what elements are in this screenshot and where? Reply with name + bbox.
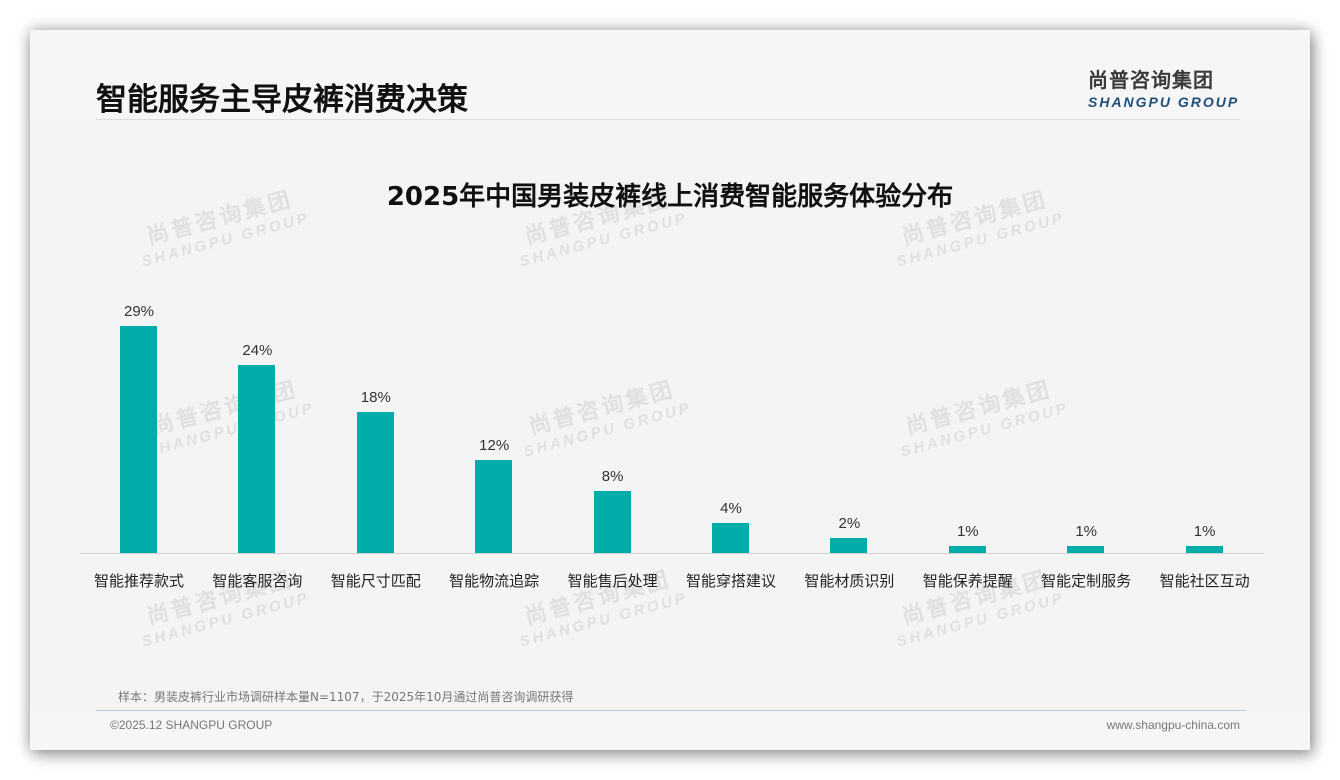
bar-group: 4%	[672, 280, 790, 554]
category-label: 智能尺寸匹配	[330, 572, 421, 590]
logo-cn-text: 尚普咨询集团	[1088, 68, 1214, 92]
slide: 尚普咨询集团 SHANGPU GROUP 尚普咨询集团 SHANGPU GROU…	[30, 30, 1310, 750]
bar-value-label: 8%	[601, 468, 624, 485]
header-band	[30, 30, 1310, 120]
bar-value-label: 29%	[123, 303, 155, 320]
category-label: 智能物流追踪	[449, 572, 540, 590]
bar-group: 2%	[790, 280, 908, 554]
bar	[475, 460, 513, 554]
title-divider	[96, 119, 1240, 120]
footer-divider	[96, 710, 1246, 711]
category-label: 智能定制服务	[1041, 572, 1132, 590]
chart-title: 2025年中国男装皮裤线上消费智能服务体验分布	[386, 182, 954, 212]
x-axis-line	[80, 553, 1264, 554]
bar	[1067, 546, 1105, 554]
copyright-text: ©2025.12 SHANGPU GROUP	[110, 718, 273, 732]
bar	[830, 538, 868, 554]
bar	[1185, 546, 1223, 554]
brand-logo: 尚普咨询集团 SHANGPU GROUP	[1088, 64, 1248, 110]
footer-band	[30, 711, 1310, 750]
bar	[712, 523, 749, 554]
bar-group: 1%	[909, 280, 1027, 554]
category-label: 智能售后处理	[567, 572, 658, 590]
category-label: 智能社区互动	[1159, 572, 1250, 590]
bar-value-label: 1%	[1075, 523, 1098, 540]
bar	[356, 412, 394, 554]
bar-group: 24%	[198, 280, 316, 554]
sample-note: 样本：男装皮裤行业市场调研样本量N=1107，于2025年10月通过尚普咨询调研…	[118, 690, 574, 704]
bar-group: 12%	[435, 280, 553, 554]
bar-group: 29%	[80, 280, 198, 554]
category-label: 智能穿搭建议	[685, 572, 776, 590]
bar-value-label: 4%	[720, 500, 742, 517]
page-title: 智能服务主导皮裤消费决策	[96, 82, 468, 118]
bar-group: 1%	[1146, 280, 1264, 554]
bar-value-label: 24%	[242, 342, 273, 359]
bar-value-label: 12%	[479, 437, 510, 454]
bar-value-label: 2%	[838, 515, 861, 532]
bar-value-label: 1%	[956, 523, 979, 540]
bar	[120, 326, 157, 554]
bar-group: 8%	[554, 280, 672, 554]
category-label: 智能推荐款式	[93, 572, 184, 590]
website-link[interactable]: www.shangpu-china.com	[1106, 718, 1240, 732]
logo-en-text: SHANGPU GROUP	[1088, 94, 1240, 110]
bar	[948, 546, 986, 554]
bar-value-label: 18%	[360, 389, 391, 406]
bar-chart-plot: 29% 24% 18% 12% 8% 4% 2% 1% 1% 1%	[80, 280, 1264, 554]
bar-group: 1%	[1027, 280, 1145, 554]
bar	[238, 365, 276, 554]
category-label: 智能客服咨询	[212, 572, 303, 590]
category-label: 智能材质识别	[804, 572, 895, 590]
bar-value-label: 1%	[1193, 523, 1216, 540]
bar	[593, 491, 631, 554]
bar-group: 18%	[317, 280, 435, 554]
category-label: 智能保养提醒	[922, 572, 1013, 590]
